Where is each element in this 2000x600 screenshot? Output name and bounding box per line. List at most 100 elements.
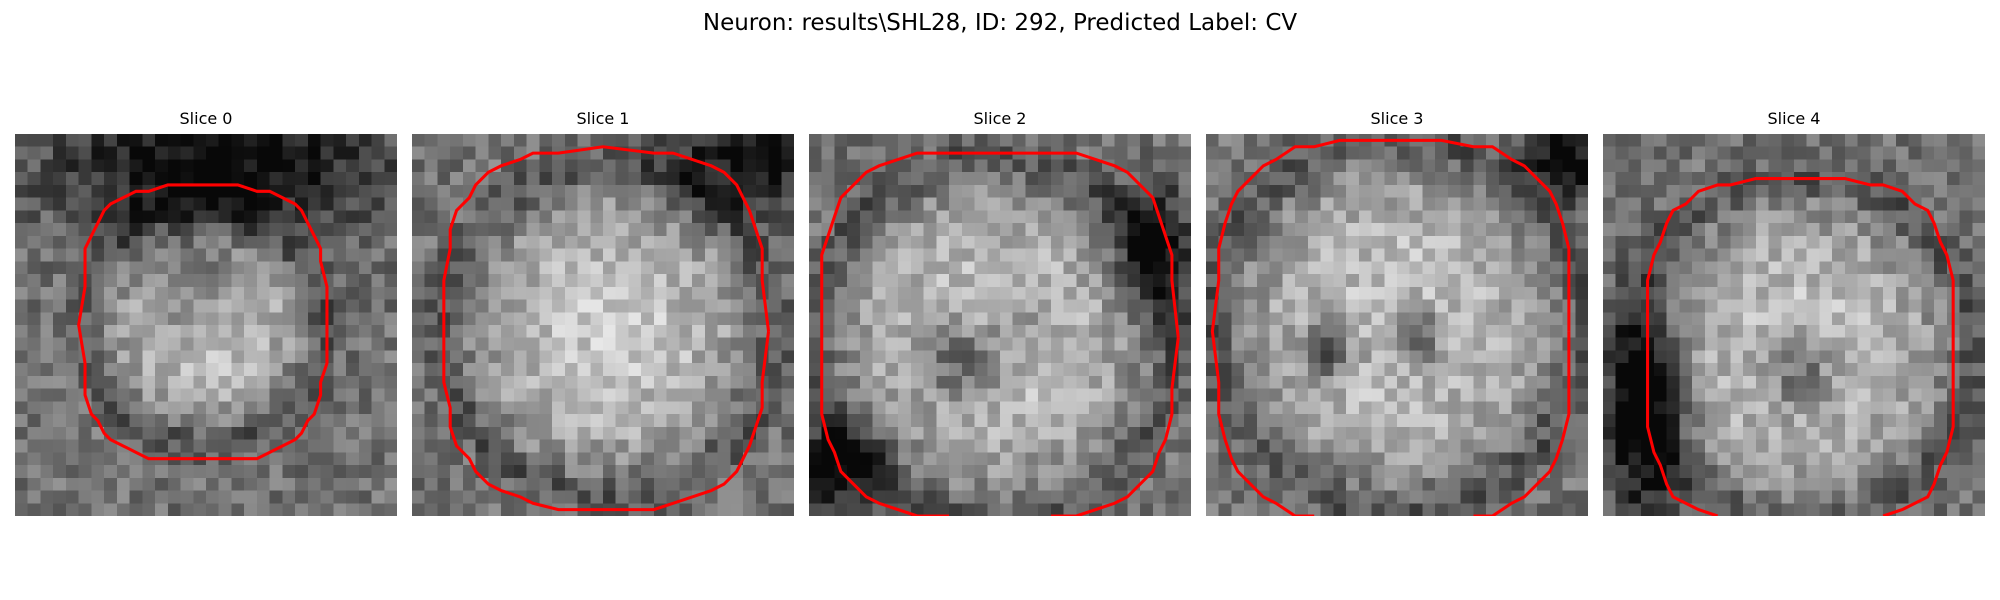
pixel [910,452,924,466]
pixel [1447,299,1461,313]
pixel [53,439,67,453]
pixel [1101,172,1115,186]
pixel [628,490,642,504]
pixel [462,235,476,249]
pixel [1307,503,1321,516]
pixel [974,325,988,338]
pixel [1114,235,1128,249]
pixel [1524,325,1538,338]
pixel [1511,184,1525,198]
pixel [1498,261,1512,275]
pixel [974,350,988,364]
pixel [717,146,731,160]
pixel [1755,503,1769,516]
pixel [1704,452,1718,466]
pixel [1819,465,1833,479]
pixel [462,426,476,440]
pixel [1114,312,1128,326]
pixel [666,210,680,224]
pixel [1063,299,1077,313]
pixel [424,477,438,491]
pixel [692,134,706,147]
pixel [768,248,782,262]
pixel [1089,465,1103,479]
pixel [1473,299,1487,313]
pixel [1603,184,1616,198]
pixel [1206,159,1219,173]
pixel [1537,299,1551,313]
pixel [1101,477,1115,491]
pixel [15,248,28,262]
pixel [513,299,527,313]
pixel [1549,146,1563,160]
pixel [679,414,693,428]
pixel [1972,235,1985,249]
pixel [1358,172,1372,186]
pixel [1946,235,1960,249]
pixel [1333,146,1347,160]
pixel [781,490,794,504]
pixel [1730,503,1744,516]
pixel [1603,452,1616,466]
pixel [1717,197,1731,211]
pixel [679,477,693,491]
pixel [450,503,464,516]
pixel [1704,261,1718,275]
pixel [590,248,604,262]
pixel [40,299,54,313]
pixel [1615,134,1629,147]
pixel [180,159,194,173]
pixel [1743,159,1757,173]
pixel [513,503,527,516]
pixel [1549,350,1563,364]
pixel [320,477,334,491]
pixel [462,439,476,453]
pixel [1101,235,1115,249]
pixel [295,439,309,453]
pixel [1371,426,1385,440]
pixel [1358,184,1372,198]
pixel [1743,503,1757,516]
pixel [193,299,207,313]
pixel [1857,503,1871,516]
pixel [936,223,950,237]
pixel [167,490,181,504]
pixel [1269,223,1283,237]
pixel [1101,248,1115,262]
pixel [384,401,397,415]
pixel [91,248,105,262]
pixel [15,452,28,466]
pixel [142,350,156,364]
pixel [961,325,975,338]
pixel [1256,197,1270,211]
pixel [1114,210,1128,224]
pixel [412,312,425,326]
pixel [475,363,489,377]
pixel [475,197,489,211]
pixel [961,210,975,224]
pixel [1549,159,1563,173]
pixel [1511,465,1525,479]
pixel [1794,363,1807,377]
pixel [462,274,476,288]
pixel [1883,210,1897,224]
pixel [704,363,718,377]
pixel [834,426,848,440]
pixel [320,146,334,160]
pixel [488,490,502,504]
pixel [307,134,321,147]
pixel [1934,477,1948,491]
pixel [1460,172,1474,186]
pixel [1114,299,1128,313]
pixel [1895,375,1909,389]
pixel [847,401,861,415]
pixel [91,197,105,211]
pixel [834,274,848,288]
pixel [218,414,232,428]
pixel [1511,452,1525,466]
pixel [40,414,54,428]
pixel [1895,452,1909,466]
pixel [910,439,924,453]
pixel [320,439,334,453]
pixel [1498,350,1512,364]
